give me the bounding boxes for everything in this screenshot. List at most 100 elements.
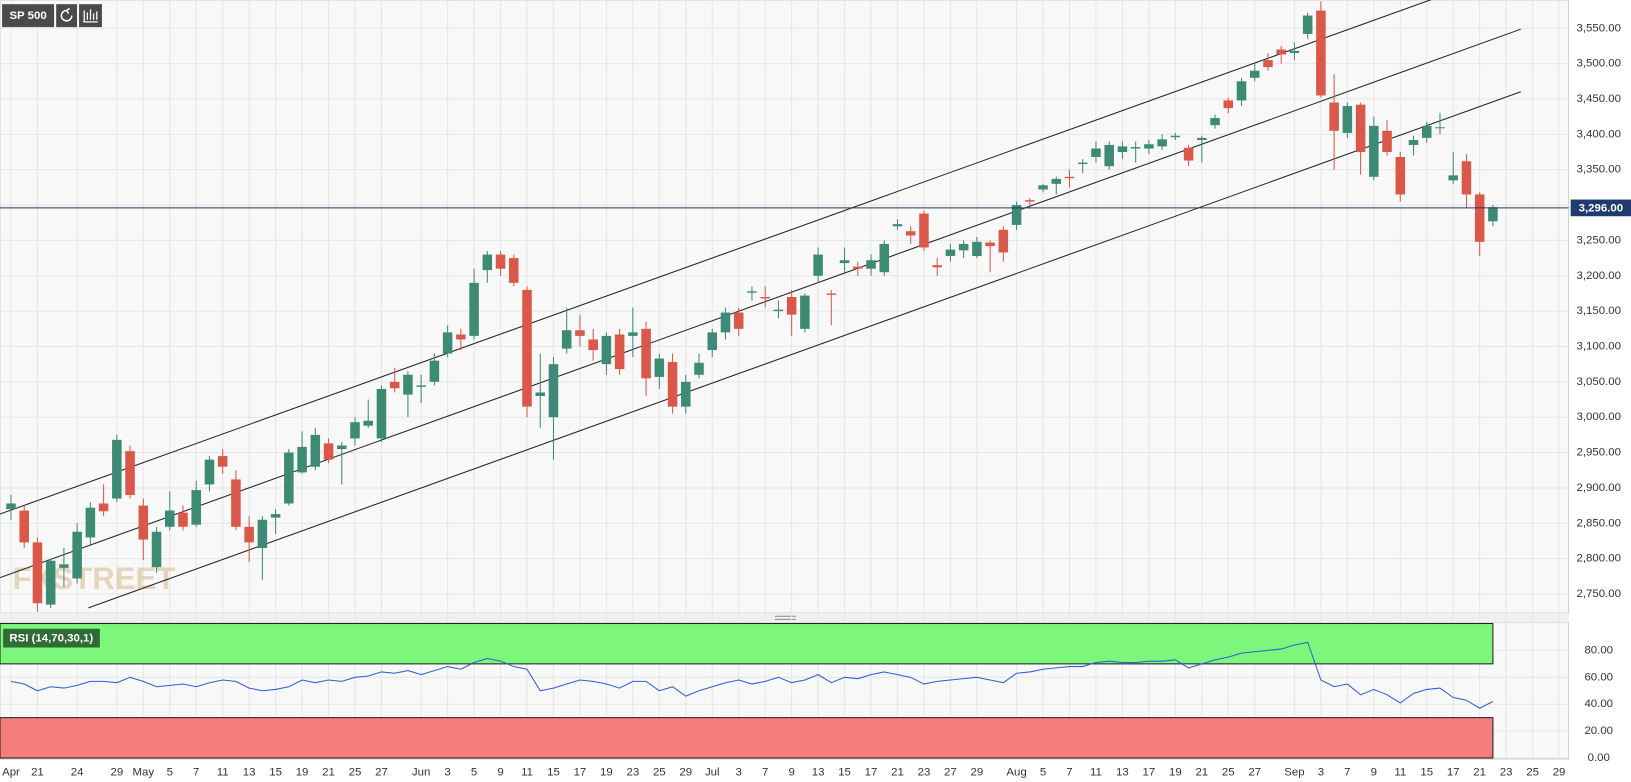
rsi-tick-label: 40.00	[1584, 698, 1613, 710]
x-tick-label: 5	[471, 767, 477, 779]
candle-body	[45, 560, 56, 605]
x-tick-label: 29	[971, 767, 984, 779]
x-tick-label: 25	[349, 767, 362, 779]
candle-body	[1302, 15, 1313, 34]
x-tick-label: 7	[1344, 767, 1350, 779]
y-tick-label: 3,050.00	[1577, 376, 1621, 388]
candle-body	[760, 296, 770, 299]
candle-body	[786, 296, 797, 315]
candle-body	[575, 330, 585, 336]
rsi-line	[10, 641, 1494, 709]
symbol[interactable]: SP 500	[9, 10, 46, 22]
candle-body	[1130, 147, 1141, 149]
candle-body	[125, 451, 135, 495]
refresh-button[interactable]	[56, 4, 77, 28]
candle-body	[509, 258, 519, 283]
candle-body	[694, 362, 704, 375]
x-tick-label: 23	[1500, 767, 1513, 779]
x-tick-label: 21	[891, 767, 904, 779]
x-tick-label: 27	[375, 767, 388, 779]
x-tick-label: 19	[600, 767, 613, 779]
x-tick-label: 23	[918, 767, 931, 779]
candle-body	[1461, 161, 1472, 195]
candle-body	[19, 510, 29, 543]
x-tick-label: 15	[1420, 767, 1433, 779]
candle-body	[32, 542, 43, 604]
x-tick-label: 5	[1040, 767, 1046, 779]
x-tick-label: 19	[1169, 767, 1182, 779]
candle-body	[1038, 185, 1048, 190]
x-tick-label: Sep	[1284, 767, 1304, 779]
x-tick-label: 11	[1090, 767, 1102, 779]
candle-body	[945, 249, 956, 256]
candle-body	[495, 254, 506, 269]
x-tick-label: 7	[193, 767, 199, 779]
x-tick-label: 17	[1447, 767, 1460, 779]
oversold-band	[0, 717, 1494, 759]
x-tick-label: 29	[1553, 767, 1566, 779]
price-panel	[0, 0, 1570, 614]
candle-body	[257, 519, 268, 549]
candle-body	[601, 335, 612, 365]
y-tick-label: 3,000.00	[1577, 411, 1621, 423]
candle-body	[998, 229, 1009, 253]
x-tick-label: 13	[243, 767, 256, 779]
candle-body	[6, 503, 16, 510]
rsi-bands	[0, 622, 1494, 759]
candle-body	[350, 422, 360, 439]
symbol-box[interactable]	[2, 4, 55, 28]
last-price-box	[1570, 199, 1631, 217]
candle-body	[217, 456, 228, 467]
x-tick-label: Aug	[1006, 767, 1026, 779]
panel-splitter[interactable]	[0, 613, 1569, 623]
candle-body	[323, 443, 334, 460]
x-tick-label: 25	[1222, 767, 1235, 779]
candle-body	[151, 531, 162, 568]
x-tick-label: 17	[574, 767, 587, 779]
candle-body	[707, 332, 718, 351]
y-tick-label: 2,800.00	[1577, 553, 1621, 565]
candle-body	[1342, 106, 1353, 133]
x-tick-label: 25	[1526, 767, 1539, 779]
candle-body	[1276, 49, 1286, 55]
candle-body	[1223, 100, 1234, 109]
candle-body	[231, 479, 241, 527]
rsi-title-box[interactable]	[3, 628, 100, 648]
y-tick-label: 2,750.00	[1577, 588, 1621, 600]
candle-body	[1091, 148, 1101, 157]
candle-body	[1170, 135, 1181, 138]
candle-body	[1197, 137, 1207, 141]
x-tick-label: 17	[1143, 767, 1156, 779]
candle-body	[1117, 146, 1128, 153]
y-tick-label: 2,950.00	[1577, 447, 1621, 459]
y-tick-label: 3,250.00	[1577, 234, 1621, 246]
candle-body	[1408, 140, 1419, 145]
candle-body	[866, 260, 876, 269]
x-tick-label: May	[133, 767, 155, 779]
x-tick-label: Apr	[2, 767, 20, 779]
marks	[0, 1, 1569, 709]
candle-body	[164, 510, 175, 527]
candle-body	[839, 260, 850, 264]
x-tick-label: 15	[838, 767, 851, 779]
candle-body	[826, 293, 837, 295]
candle-body	[178, 512, 188, 527]
candle-body	[1395, 156, 1406, 195]
x-tick-label: 11	[217, 767, 229, 779]
candle-body	[363, 420, 373, 426]
rsi-tick-label: 0.00	[1588, 752, 1610, 764]
x-tick-label: 21	[322, 767, 335, 779]
candle-body	[85, 507, 96, 538]
x-tick-label: 3	[736, 767, 742, 779]
candle-body	[561, 330, 572, 349]
candle-body	[628, 332, 638, 336]
x-tick-label: 21	[1195, 767, 1208, 779]
x-tick-label: 21	[1473, 767, 1486, 779]
candle-body	[1011, 205, 1022, 225]
candle-body	[681, 381, 691, 407]
chart-type-icon	[83, 9, 98, 23]
candle-body	[958, 243, 969, 251]
refresh-icon	[60, 7, 73, 22]
x-tick-label: 27	[944, 767, 957, 779]
